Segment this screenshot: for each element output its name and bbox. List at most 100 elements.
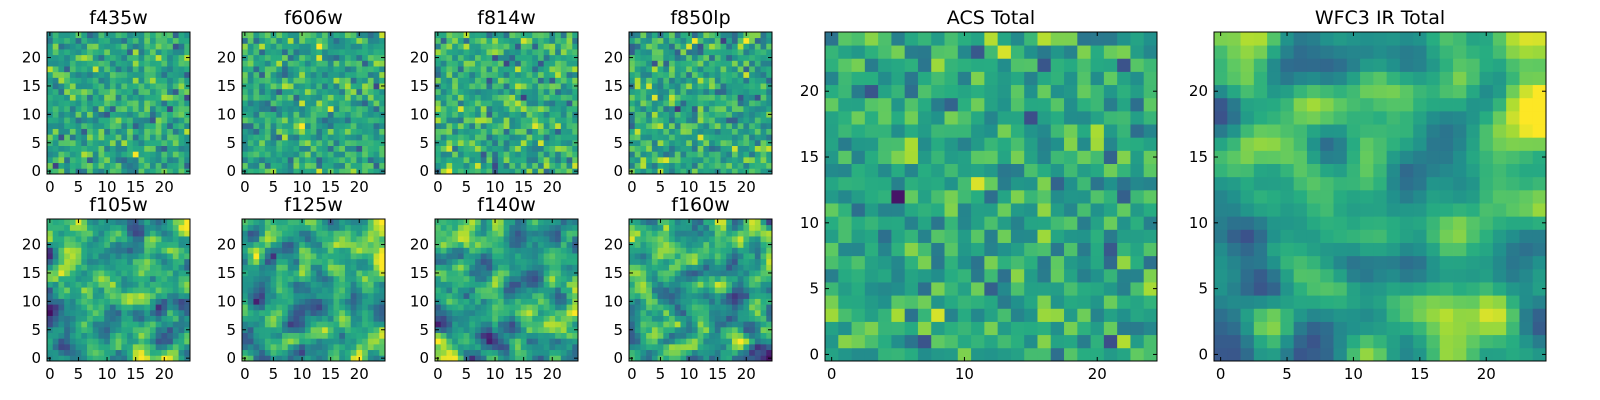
heatmap-cell: [264, 241, 271, 248]
heatmap-cell: [532, 122, 539, 129]
y-tick-label: 10: [22, 105, 41, 123]
heatmap-cell: [339, 94, 346, 101]
heatmap-cell: [184, 264, 191, 271]
heatmap-cell: [731, 94, 739, 101]
heatmap-cell: [720, 128, 727, 135]
heatmap-cell: [657, 151, 664, 158]
heatmap-cell: [299, 71, 306, 78]
heatmap-cell: [674, 298, 681, 305]
heatmap-cell: [115, 241, 122, 248]
heatmap-cell: [304, 49, 312, 56]
heatmap-cell: [69, 156, 76, 164]
heatmap-cell: [503, 128, 510, 135]
heatmap-cell: [532, 71, 539, 78]
heatmap-cell: [457, 88, 464, 95]
heatmap-cell: [726, 94, 733, 101]
heatmap-cell: [167, 236, 174, 243]
heatmap-cell: [333, 219, 340, 226]
heatmap-cell: [737, 145, 744, 152]
heatmap-cell: [543, 321, 550, 328]
heatmap-cell: [92, 54, 99, 61]
heatmap-cell: [492, 105, 499, 112]
heatmap-cell: [172, 156, 179, 164]
heatmap-cell: [138, 100, 145, 107]
heatmap-cell: [282, 43, 289, 50]
heatmap-cell: [532, 162, 539, 169]
heatmap-cell: [69, 54, 76, 61]
heatmap-cell: [737, 83, 744, 90]
heatmap-cell: [121, 122, 128, 129]
heatmap-cell: [138, 355, 145, 362]
heatmap-cell: [253, 43, 260, 50]
heatmap-cell: [87, 343, 94, 351]
heatmap-cell: [322, 264, 329, 271]
heatmap-cell: [344, 219, 352, 226]
heatmap-cell: [310, 151, 317, 158]
heatmap-cell: [475, 156, 482, 164]
heatmap-cell: [322, 298, 329, 305]
heatmap-cell: [497, 281, 505, 288]
heatmap-cell: [98, 71, 105, 78]
heatmap-cell: [640, 151, 647, 158]
heatmap-cell: [543, 264, 550, 271]
heatmap-cell: [503, 162, 510, 169]
heatmap-cell: [127, 32, 134, 39]
heatmap-cell: [537, 315, 545, 322]
heatmap-cell: [497, 230, 505, 237]
heatmap-cell: [121, 230, 128, 237]
heatmap-cell: [737, 77, 744, 84]
heatmap-cell: [132, 275, 139, 282]
heatmap-cell: [555, 117, 562, 124]
heatmap-cell: [161, 111, 168, 118]
heatmap-cell: [270, 66, 277, 73]
heatmap-cell: [333, 156, 340, 164]
heatmap-cell: [322, 43, 329, 50]
heatmap-cell: [47, 287, 54, 294]
heatmap-cell: [537, 77, 545, 84]
heatmap-cell: [703, 60, 710, 67]
heatmap-cell: [526, 224, 533, 231]
heatmap-cell: [69, 139, 76, 146]
heatmap-cell: [184, 315, 191, 322]
heatmap-cell: [287, 139, 294, 146]
heatmap-cell: [532, 264, 539, 271]
heatmap-cell: [178, 60, 185, 67]
heatmap-cell: [69, 309, 76, 316]
heatmap-cell: [155, 281, 162, 288]
heatmap-cell: [469, 117, 476, 124]
heatmap-cell: [81, 349, 88, 356]
x-tick-label: 10: [293, 178, 312, 196]
y-tick-label: 10: [217, 105, 236, 123]
heatmap-cell: [532, 111, 539, 118]
heatmap-cell: [344, 162, 352, 169]
heatmap-cell: [304, 332, 312, 339]
heatmap-cell: [144, 71, 151, 78]
heatmap-cell: [310, 298, 317, 305]
heatmap-cell: [264, 32, 271, 39]
heatmap-cell: [475, 83, 482, 90]
heatmap-cell: [509, 122, 516, 129]
heatmap-cell: [674, 32, 681, 39]
heatmap-cell: [492, 298, 499, 305]
heatmap-cell: [138, 156, 145, 164]
heatmap-cell: [697, 292, 704, 299]
heatmap-cell: [749, 304, 756, 311]
heatmap-cell: [373, 281, 380, 288]
heatmap-cell: [446, 264, 453, 271]
heatmap-cell: [58, 355, 65, 362]
heatmap-cell: [555, 151, 562, 158]
y-tick-label: 0: [31, 162, 41, 180]
heatmap-cell: [497, 105, 505, 112]
heatmap-cell: [87, 247, 94, 254]
heatmap-cell: [452, 326, 459, 333]
heatmap-cell: [373, 298, 380, 305]
heatmap-cell: [109, 128, 117, 135]
heatmap-cell: [270, 117, 277, 124]
heatmap-cell: [109, 162, 117, 169]
heatmap-cell: [52, 275, 59, 282]
heatmap-cell: [457, 281, 464, 288]
heatmap-cell: [138, 247, 145, 254]
heatmap-cell: [87, 309, 94, 316]
heatmap-cell: [316, 32, 323, 39]
heatmap-cell: [144, 122, 151, 129]
